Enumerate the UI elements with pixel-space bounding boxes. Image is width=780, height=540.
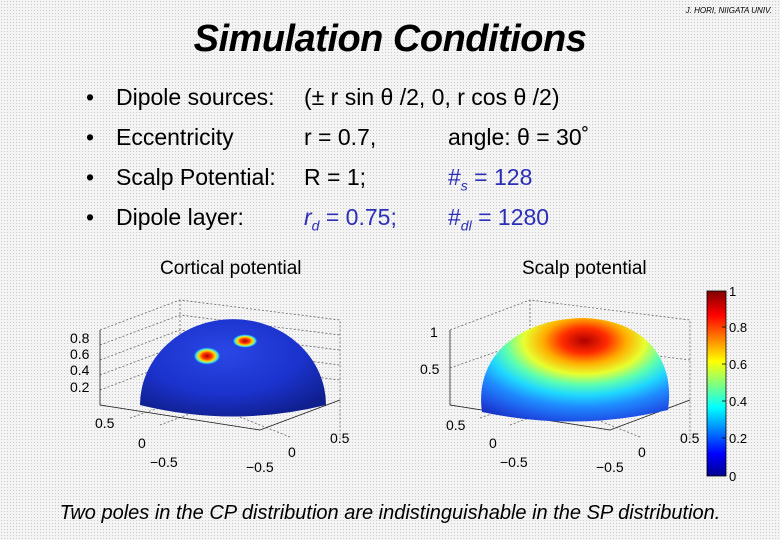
condition-label: Scalp Potential: xyxy=(116,164,276,190)
cortical-pole-2 xyxy=(232,334,258,348)
y-tick: 0.5 xyxy=(95,415,115,431)
condition-value-2: angle: θ = 30˚ xyxy=(448,124,590,150)
x-tick: 0.5 xyxy=(330,430,350,446)
slide-title: Simulation Conditions xyxy=(193,18,587,60)
z-tick: 0.2 xyxy=(70,379,90,395)
condition-scalp-potential: • Scalp Potential: R = 1; #s = 128 xyxy=(86,164,766,204)
cortical-hemisphere xyxy=(140,319,326,417)
subscript: d xyxy=(311,217,320,234)
z-tick: 1 xyxy=(430,324,438,340)
x-tick: 0 xyxy=(288,444,296,460)
condition-value-2: #dl = 1280 xyxy=(448,204,549,234)
x-tick: 0.5 xyxy=(680,430,700,446)
x-tick: −0.5 xyxy=(246,459,274,475)
scalp-plot: 1 0.5 0.5 0 −0.5 0.5 0 −0.5 xyxy=(420,299,700,475)
symbol: # xyxy=(448,164,461,190)
x-tick: 0 xyxy=(638,444,646,460)
y-tick: −0.5 xyxy=(150,454,178,470)
colorbar-tick: 0 xyxy=(729,469,736,484)
colorbar: 1 0.8 0.6 0.4 0.2 0 xyxy=(706,284,747,484)
condition-value: (± r sin θ /2, 0, r cos θ /2) xyxy=(304,84,560,110)
symbol: r xyxy=(304,204,312,230)
cortical-plot: 0.8 0.6 0.4 0.2 0.5 0 −0.5 0.5 0 −0.5 xyxy=(70,299,350,475)
colorbar-tick: 0.2 xyxy=(729,431,747,446)
value: = 128 xyxy=(467,164,533,190)
y-tick: −0.5 xyxy=(500,454,528,470)
z-tick: 0.4 xyxy=(70,362,90,378)
bullet-marker: • xyxy=(86,204,95,230)
bullet-marker: • xyxy=(86,164,95,190)
condition-eccentricity: • Eccentricity r = 0.7, angle: θ = 30˚ xyxy=(86,124,766,164)
condition-label: Dipole sources: xyxy=(116,84,275,110)
subscript: dl xyxy=(460,217,472,234)
cortical-plot-title: Cortical potential xyxy=(160,258,302,279)
condition-value-2: #s = 128 xyxy=(448,164,532,194)
symbol: # xyxy=(448,204,461,230)
slide-caption: Two poles in the CP distribution are ind… xyxy=(59,502,721,524)
x-tick: −0.5 xyxy=(596,459,624,475)
colorbar-tick: 0.6 xyxy=(729,357,747,372)
condition-dipole-layer: • Dipole layer: rd = 0.75; #dl = 1280 xyxy=(86,204,766,244)
bullet-marker: • xyxy=(86,84,95,110)
z-tick: 0.8 xyxy=(70,330,90,346)
scalp-hemisphere xyxy=(481,318,670,422)
value: = 1280 xyxy=(471,204,550,230)
condition-value: r = 0.7, xyxy=(304,124,377,150)
cortical-pole-1 xyxy=(193,347,221,365)
colorbar-tick: 1 xyxy=(729,284,736,299)
condition-value: R = 1; xyxy=(304,164,367,190)
y-tick: 0 xyxy=(489,435,497,451)
colorbar-tick: 0.4 xyxy=(729,394,747,409)
colorbar-tick: 0.8 xyxy=(729,320,747,335)
scalp-plot-title: Scalp potential xyxy=(522,258,647,279)
y-tick: 0.5 xyxy=(446,417,466,433)
condition-value: rd = 0.75; xyxy=(304,204,397,234)
condition-label: Dipole layer: xyxy=(116,204,244,230)
z-tick: 0.5 xyxy=(420,361,440,377)
condition-label: Eccentricity xyxy=(116,124,234,150)
value: = 0.75; xyxy=(319,204,397,230)
author-credit: J. HORI, NIIGATA UNIV. xyxy=(685,6,772,15)
z-tick: 0.6 xyxy=(70,346,90,362)
y-tick: 0 xyxy=(138,435,146,451)
conditions-list: • Dipole sources: (± r sin θ /2, 0, r co… xyxy=(86,84,766,244)
condition-dipole-sources: • Dipole sources: (± r sin θ /2, 0, r co… xyxy=(86,84,766,124)
subscript: s xyxy=(460,177,468,194)
bullet-marker: • xyxy=(86,124,95,150)
